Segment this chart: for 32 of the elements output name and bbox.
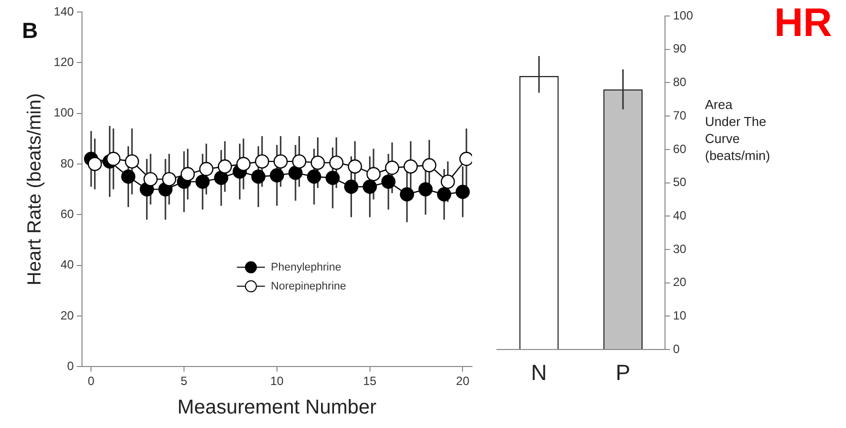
legend-label: Phenylephrine bbox=[270, 261, 342, 274]
y2-tick-label: 90 bbox=[672, 42, 687, 56]
y2-tick-label: 30 bbox=[672, 242, 687, 256]
x-tick-label: 15 bbox=[363, 374, 377, 388]
y2-tick-label: 10 bbox=[672, 308, 687, 323]
y-tick-label: 100 bbox=[54, 106, 74, 120]
x-tick-label: 10 bbox=[270, 374, 284, 388]
x-tick-label: P bbox=[616, 360, 630, 385]
y-tick-label: 40 bbox=[60, 258, 74, 272]
y-tick-label: 60 bbox=[60, 206, 74, 221]
x-tick-label: N bbox=[531, 360, 547, 385]
y2-tick-label: 100 bbox=[672, 8, 694, 22]
y-tick-label: 80 bbox=[60, 156, 74, 170]
text: HR bbox=[774, 1, 832, 45]
x-axis-title: Measurement Number bbox=[177, 396, 377, 419]
y2-tick-label: 0 bbox=[672, 342, 680, 356]
text: B bbox=[22, 18, 38, 43]
y2-tick-label: 50 bbox=[672, 175, 687, 190]
y2-tick-label: 60 bbox=[672, 142, 687, 156]
y2-tick-label: 40 bbox=[672, 208, 687, 222]
y-tick-label: 140 bbox=[54, 4, 74, 18]
x-tick-label: 5 bbox=[180, 374, 188, 388]
y-axis-title: Heart Rate (beats/min) bbox=[24, 93, 46, 286]
y2-axis-title: Area Under The Curve (beats/min) bbox=[705, 96, 771, 164]
y2-tick-label: 20 bbox=[672, 275, 687, 290]
x-tick-label: 0 bbox=[88, 374, 95, 388]
legend-label: Norepinephrine bbox=[270, 280, 346, 292]
x-tick-label: 20 bbox=[456, 374, 470, 388]
y2-tick-label: 80 bbox=[672, 75, 687, 90]
y-tick-label: 120 bbox=[54, 54, 74, 69]
y-tick-label: 20 bbox=[60, 308, 74, 322]
y2-tick-label: 70 bbox=[672, 108, 687, 122]
